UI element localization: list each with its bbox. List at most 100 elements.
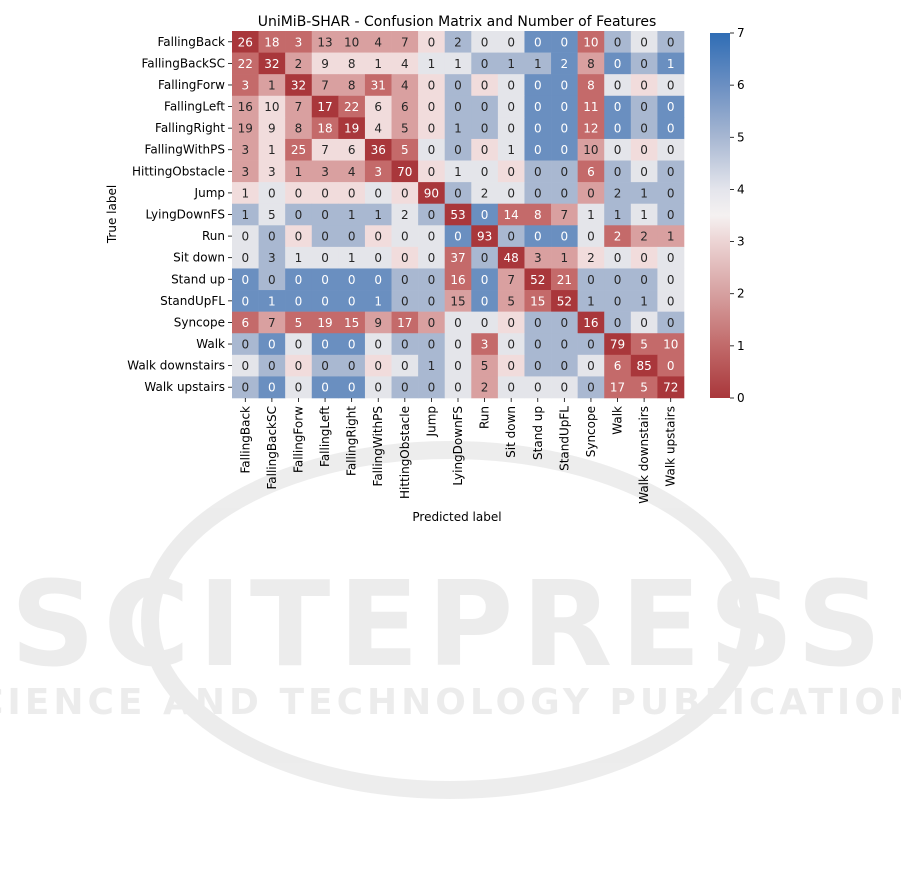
heatmap-cell [577, 182, 605, 205]
heatmap-cell [364, 203, 392, 226]
cell-value-label: 0 [667, 294, 675, 308]
heatmap-cell [232, 52, 259, 75]
heatmap-cell [604, 333, 632, 356]
cell-value-label: 0 [534, 359, 542, 373]
cell-value-label: 0 [268, 338, 276, 352]
heatmap-cell [524, 268, 552, 291]
x-tick-label: Walk [611, 406, 625, 435]
heatmap-cell [471, 203, 499, 226]
cell-value-label: 0 [428, 251, 436, 265]
heatmap-cell [630, 376, 658, 399]
heatmap-cell [232, 225, 259, 248]
cell-value-label: 0 [667, 78, 675, 92]
heatmap-cell [497, 31, 525, 53]
heatmap-cell [551, 117, 578, 140]
heatmap-cell [577, 268, 605, 291]
heatmap-cell [258, 333, 286, 356]
heatmap-cell [338, 203, 366, 226]
heatmap-cell [232, 268, 259, 291]
colorbar-tick-label: 2 [737, 287, 745, 301]
heatmap-cell [418, 246, 446, 269]
heatmap-cell [338, 268, 366, 291]
cell-value-label: 2 [401, 208, 409, 222]
cell-value-label: 0 [640, 100, 648, 114]
cell-value-label: 0 [428, 294, 436, 308]
cell-value-label: 0 [640, 165, 648, 179]
cell-value-label: 0 [268, 230, 276, 244]
heatmap-cell [338, 160, 366, 183]
cell-value-label: 0 [481, 35, 489, 49]
heatmap-cell [577, 246, 605, 269]
heatmap-cell [258, 74, 286, 97]
cell-value-label: 2 [640, 230, 648, 244]
heatmap-cell [524, 246, 552, 269]
cell-value-label: 17 [610, 381, 625, 395]
heatmap-cell [524, 95, 552, 118]
heatmap-cell [524, 354, 552, 377]
cell-value-label: 0 [348, 186, 356, 200]
heatmap-cell [630, 246, 658, 269]
heatmap-cell [232, 203, 259, 226]
heatmap-cell [364, 52, 392, 75]
heatmap-cell [444, 138, 472, 161]
heatmap-cell [577, 138, 605, 161]
cell-value-label: 0 [640, 78, 648, 92]
cell-value-label: 2 [587, 251, 595, 265]
cell-value-label: 4 [401, 57, 409, 71]
cell-value-label: 1 [667, 230, 675, 244]
x-tick-label: Stand up [531, 406, 545, 460]
cell-value-label: 3 [241, 165, 249, 179]
cell-value-label: 0 [614, 57, 622, 71]
cell-value-label: 1 [454, 165, 462, 179]
heatmap-cell [258, 268, 286, 291]
cell-value-label: 1 [640, 294, 648, 308]
cell-value-label: 0 [268, 359, 276, 373]
heatmap-cell [497, 246, 525, 269]
heatmap-cell [471, 182, 499, 205]
heatmap-cell [338, 74, 366, 97]
colorbar [710, 33, 730, 398]
cell-value-label: 0 [534, 100, 542, 114]
heatmap-cell [311, 203, 339, 226]
cell-value-label: 9 [321, 57, 329, 71]
cell-value-label: 18 [317, 122, 332, 136]
cell-value-label: 0 [534, 338, 542, 352]
heatmap-cell [471, 225, 499, 248]
cell-value-label: 0 [241, 359, 249, 373]
heatmap-cell [418, 225, 446, 248]
heatmap-cell [497, 268, 525, 291]
heatmap-cell [657, 31, 685, 53]
heatmap-cell [285, 138, 313, 161]
cell-value-label: 5 [401, 122, 409, 136]
heatmap-cell [391, 290, 419, 312]
cell-value-label: 0 [614, 122, 622, 136]
heatmap-cell [391, 268, 419, 291]
cell-value-label: 4 [401, 78, 409, 92]
cell-value-label: 0 [534, 381, 542, 395]
heatmap-cell [497, 182, 525, 205]
heatmap-cell [232, 74, 259, 97]
cell-value-label: 15 [450, 294, 465, 308]
heatmap-cell [630, 95, 658, 118]
cell-value-label: 18 [264, 35, 279, 49]
heatmap-cell [524, 160, 552, 183]
cell-value-label: 0 [507, 122, 515, 136]
heatmap-cell [657, 160, 685, 183]
heatmap-cell [551, 203, 578, 226]
heatmap-cell [524, 311, 552, 334]
heatmap-cell [551, 246, 578, 269]
cell-value-label: 0 [374, 338, 382, 352]
cell-value-label: 0 [454, 316, 462, 330]
cell-value-label: 14 [504, 208, 519, 222]
cell-value-label: 0 [667, 165, 675, 179]
heatmap-cell [444, 311, 472, 334]
heatmap-cell [311, 354, 339, 377]
heatmap-cell [285, 225, 313, 248]
cell-value-label: 5 [295, 316, 303, 330]
cell-value-label: 0 [481, 143, 489, 157]
cell-value-label: 4 [374, 122, 382, 136]
cell-value-label: 0 [321, 273, 329, 287]
x-tick-label: FallingWithPS [371, 406, 385, 486]
cell-value-label: 0 [614, 35, 622, 49]
heatmap-cell [577, 74, 605, 97]
